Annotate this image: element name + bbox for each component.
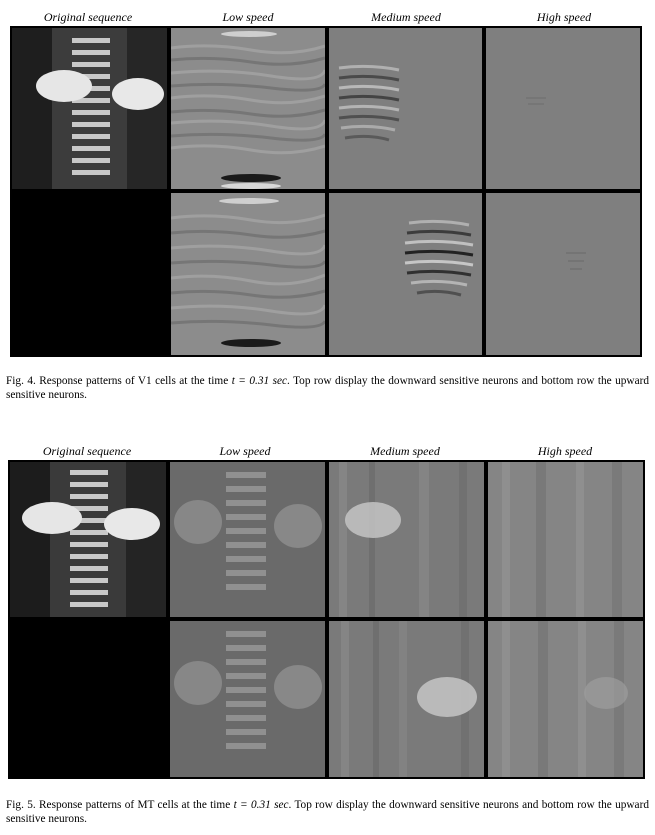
- fig4-caption-lead: Fig. 4. Response patterns of V1 cells at…: [6, 375, 232, 387]
- figure-5: Original sequence Low speed Medium speed…: [0, 432, 655, 835]
- fig5-caption-tail: . Top row display the downward sensitive…: [6, 799, 649, 825]
- fig4-high-speed-up: [486, 193, 640, 355]
- fig5-high-speed-down: [488, 462, 643, 617]
- fig5-medium-speed-down: [329, 462, 484, 617]
- fig4-panel-grid: [10, 26, 642, 357]
- fig5-header-original: Original sequence: [42, 444, 132, 458]
- fig5-low-speed-up: [170, 621, 325, 777]
- fig4-header-medium: Medium speed: [371, 10, 441, 24]
- fig5-original-frame: [10, 462, 166, 617]
- fig4-low-speed-up: [171, 193, 325, 355]
- fig4-original-frame: [12, 28, 167, 189]
- fig4-low-speed-down: [171, 28, 325, 189]
- fig4-medium-speed-down: [329, 28, 482, 189]
- fig4-medium-speed-up: [329, 193, 482, 355]
- fig4-caption: Fig. 4. Response patterns of V1 cells at…: [6, 374, 649, 402]
- fig5-original-blank: [10, 621, 166, 777]
- fig4-header-low: Low speed: [222, 10, 274, 24]
- figure-4: Original sequence Low speed Medium speed…: [0, 0, 655, 410]
- fig4-header-high: High speed: [536, 10, 592, 24]
- fig4-caption-time: t = 0.31 sec: [231, 375, 287, 387]
- fig4-caption-tail: . Top row display the downward sensitive…: [6, 375, 649, 401]
- fig5-caption-lead: Fig. 5. Response patterns of MT cells at…: [6, 799, 234, 811]
- fig5-header-medium: Medium speed: [370, 444, 440, 458]
- fig5-header-high: High speed: [537, 444, 593, 458]
- fig4-high-speed-down: [486, 28, 640, 189]
- fig5-high-speed-up: [488, 621, 643, 777]
- fig5-header-low: Low speed: [219, 444, 271, 458]
- fig4-column-headers: Original sequence Low speed Medium speed…: [0, 0, 655, 24]
- fig5-panel-grid: [8, 460, 645, 779]
- fig5-column-headers: Original sequence Low speed Medium speed…: [0, 432, 655, 458]
- fig5-low-speed-down: [170, 462, 325, 617]
- fig5-medium-speed-up: [329, 621, 484, 777]
- fig5-caption: Fig. 5. Response patterns of MT cells at…: [6, 798, 649, 826]
- fig5-caption-time: t = 0.31 sec: [233, 799, 289, 811]
- fig4-original-blank: [12, 193, 167, 355]
- fig4-header-original: Original sequence: [43, 10, 133, 24]
